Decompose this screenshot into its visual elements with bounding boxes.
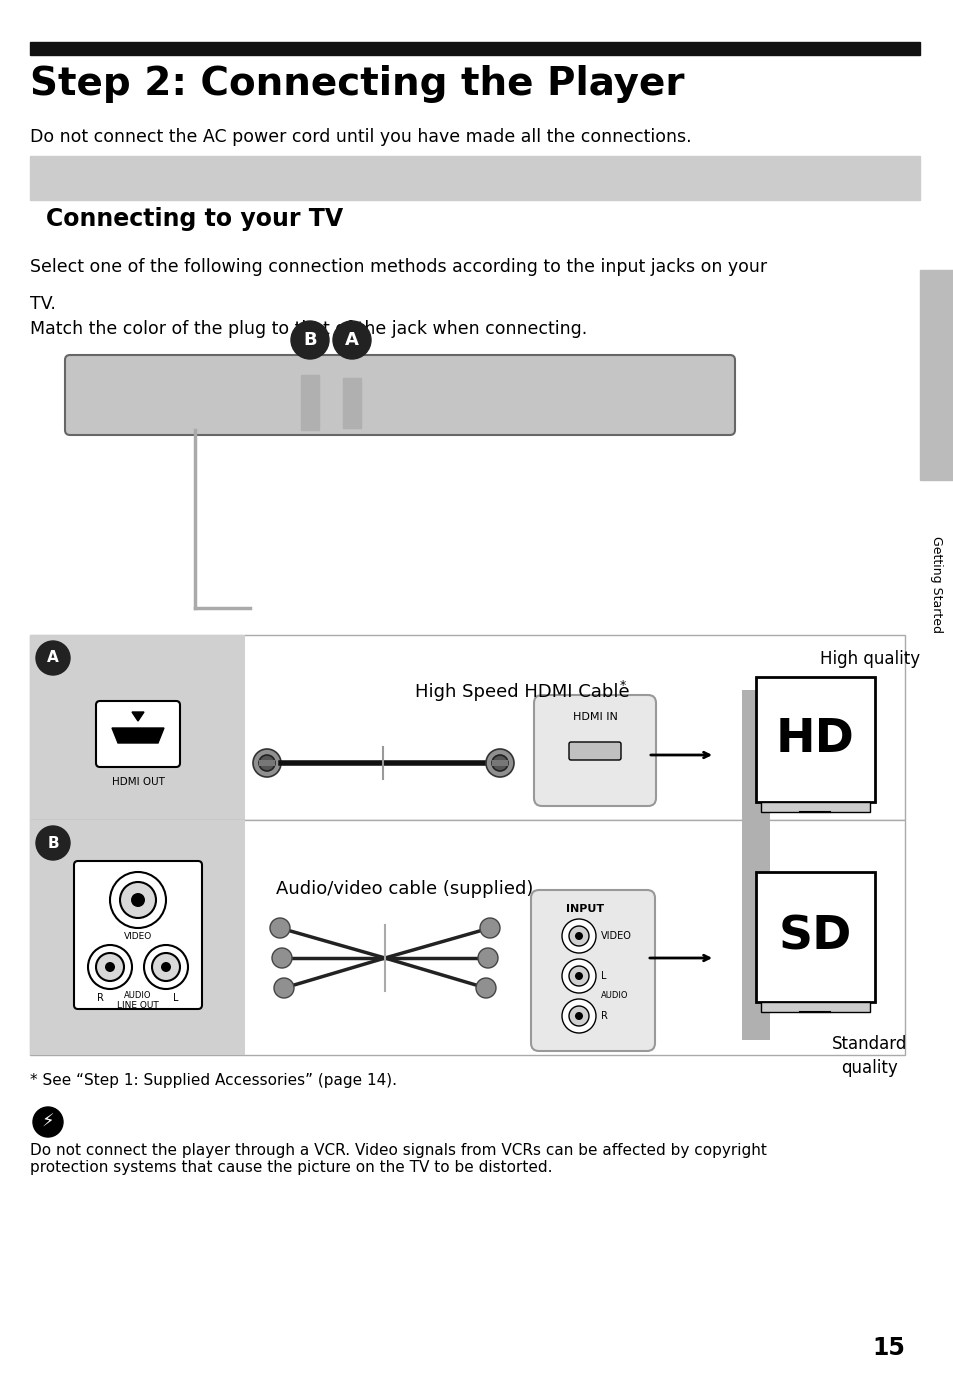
Text: Connecting to your TV: Connecting to your TV [46,207,343,231]
FancyBboxPatch shape [534,695,656,806]
Text: HD: HD [775,717,854,762]
Text: INPUT: INPUT [565,903,603,914]
Bar [30,820,245,1054]
Text: AUDIO: AUDIO [600,991,628,1001]
Circle shape [144,945,188,989]
Circle shape [484,923,495,934]
Circle shape [476,978,496,998]
Circle shape [492,755,507,772]
Circle shape [568,967,588,986]
Circle shape [575,1012,582,1020]
Text: B: B [47,836,59,850]
Text: HDMI IN: HDMI IN [572,713,617,722]
Circle shape [278,983,289,993]
Text: Select one of the following connection methods according to the input jacks on y: Select one of the following connection m… [30,258,766,276]
Circle shape [333,321,371,358]
FancyBboxPatch shape [568,741,620,761]
Bar [760,802,869,811]
Text: * See “Step 1: Supplied Accessories” (page 14).: * See “Step 1: Supplied Accessories” (pa… [30,1074,396,1087]
Text: Do not connect the player through a VCR. Video signals from VCRs can be affected: Do not connect the player through a VCR.… [30,1142,766,1175]
Text: *: * [619,680,625,692]
Text: High quality: High quality [819,649,919,669]
FancyBboxPatch shape [74,861,202,1009]
Circle shape [575,932,582,941]
Circle shape [568,925,588,946]
Circle shape [477,947,497,968]
Text: A: A [47,651,59,666]
Circle shape [253,750,281,777]
Circle shape [88,945,132,989]
Bar [30,634,904,820]
Bar [301,375,318,430]
Circle shape [258,755,274,772]
Polygon shape [112,728,164,743]
Circle shape [272,947,292,968]
Circle shape [561,958,596,993]
Circle shape [274,978,294,998]
Circle shape [110,872,166,928]
Bar [30,43,919,55]
Circle shape [33,1107,63,1137]
Circle shape [575,972,582,980]
Circle shape [480,983,491,993]
Text: Do not connect the AC power cord until you have made all the connections.: Do not connect the AC power cord until y… [30,128,691,146]
Circle shape [105,962,115,972]
Text: AUDIO: AUDIO [124,991,152,1000]
Circle shape [485,750,514,777]
Circle shape [274,923,285,934]
Circle shape [36,827,70,859]
Circle shape [120,881,156,919]
Circle shape [152,953,180,980]
Bar [760,1002,869,1012]
Circle shape [568,1006,588,1026]
Circle shape [131,892,145,908]
Text: A: A [345,331,358,349]
Bar [919,270,953,481]
FancyBboxPatch shape [65,356,734,435]
Circle shape [291,321,329,358]
Text: Audio/video cable (supplied): Audio/video cable (supplied) [276,880,533,898]
Text: L: L [173,993,178,1004]
Circle shape [96,953,124,980]
Text: VIDEO: VIDEO [124,932,152,941]
Bar [30,820,904,1054]
Circle shape [270,919,290,938]
Circle shape [561,1000,596,1032]
Text: VIDEO: VIDEO [600,931,631,941]
Text: Match the color of the plug to that of the jack when connecting.: Match the color of the plug to that of t… [30,320,587,338]
Text: High Speed HDMI Cable: High Speed HDMI Cable [415,682,629,702]
Circle shape [479,919,499,938]
Text: R: R [96,993,103,1004]
Circle shape [276,953,287,962]
Circle shape [561,919,596,953]
Bar [343,378,360,428]
Text: Standard
quality: Standard quality [831,1035,906,1076]
Text: TV.: TV. [30,295,56,313]
Text: L: L [600,971,606,980]
Bar [492,761,507,766]
Text: 15: 15 [871,1336,904,1361]
Text: SD: SD [778,914,851,960]
Text: Step 2: Connecting the Player: Step 2: Connecting the Player [30,65,684,103]
Bar [30,157,919,200]
Polygon shape [132,713,144,721]
Circle shape [161,962,171,972]
Bar [30,634,245,820]
Text: LINE OUT: LINE OUT [117,1001,159,1011]
Bar [755,872,874,1002]
Text: R: R [600,1011,607,1022]
Text: Getting Started: Getting Started [929,537,943,633]
Text: HDMI OUT: HDMI OUT [112,777,164,787]
Circle shape [36,641,70,676]
Bar [741,691,769,1039]
Text: B: B [303,331,316,349]
FancyBboxPatch shape [96,702,180,768]
Bar [755,677,874,802]
FancyBboxPatch shape [531,890,655,1050]
Bar [258,761,274,766]
Text: ⚡: ⚡ [42,1114,54,1131]
Circle shape [482,953,493,962]
